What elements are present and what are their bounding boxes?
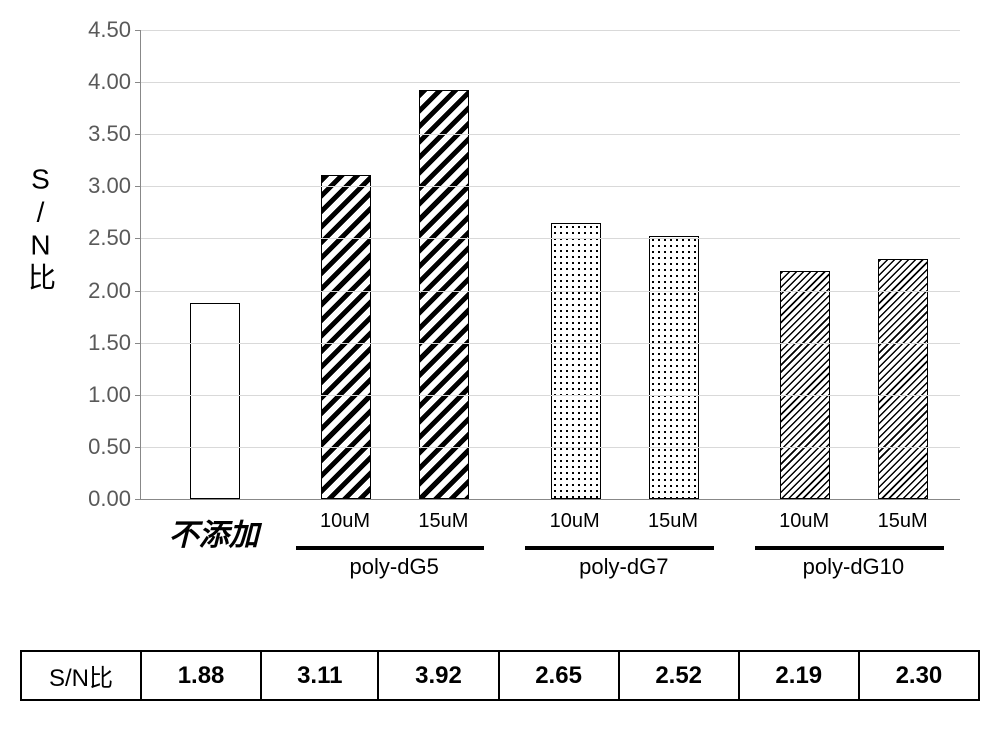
x-category-label: 不添加 xyxy=(169,510,259,554)
table-cell: 2.30 xyxy=(859,651,979,700)
group-underline xyxy=(525,546,714,550)
gridline xyxy=(141,186,960,187)
ytick-label: 1.00 xyxy=(76,382,131,408)
chart-area: S/N比 0.000.501.001.502.002.503.003.504.0… xyxy=(20,20,980,540)
ytick-label: 0.00 xyxy=(76,486,131,512)
table-row: S/N比 1.883.113.922.652.522.192.30 xyxy=(21,651,979,700)
ytick-label: 3.00 xyxy=(76,173,131,199)
bar xyxy=(649,236,699,499)
x-axis-labels: 不添加 10uM 15uM 10uM 15uM 10uM 15uM poly-dG5 poly-… xyxy=(140,510,960,640)
gridline xyxy=(141,134,960,135)
table-cell: 3.92 xyxy=(378,651,498,700)
ytick-label: 1.50 xyxy=(76,330,131,356)
bar xyxy=(780,271,830,499)
ytick-mark xyxy=(135,447,141,448)
table-cell: 2.19 xyxy=(739,651,859,700)
bar xyxy=(321,175,371,499)
ytick-label: 4.00 xyxy=(76,69,131,95)
ytick-label: 3.50 xyxy=(76,121,131,147)
gridline xyxy=(141,343,960,344)
bar xyxy=(419,90,469,499)
ytick-label: 4.50 xyxy=(76,17,131,43)
gridline xyxy=(141,82,960,83)
x-category-label: 15uM xyxy=(648,510,698,533)
ytick-mark xyxy=(135,395,141,396)
figure-container: S/N比 0.000.501.001.502.002.503.003.504.0… xyxy=(20,20,980,701)
gridline xyxy=(141,447,960,448)
table-cell: 2.65 xyxy=(499,651,619,700)
ytick-label: 0.50 xyxy=(76,434,131,460)
gridline xyxy=(141,30,960,31)
x-category-label: 15uM xyxy=(418,510,468,533)
bars-layer xyxy=(141,30,960,499)
group-label: poly-dG7 xyxy=(579,554,668,580)
table-cell: 2.52 xyxy=(619,651,739,700)
bar xyxy=(551,223,601,499)
table-cell: 1.88 xyxy=(141,651,261,700)
bar xyxy=(878,259,928,499)
ytick-label: 2.00 xyxy=(76,278,131,304)
bar xyxy=(190,303,240,499)
ytick-mark xyxy=(135,499,141,500)
ytick-mark xyxy=(135,82,141,83)
group-underline xyxy=(755,546,944,550)
ytick-mark xyxy=(135,238,141,239)
ytick-mark xyxy=(135,30,141,31)
x-category-label: 10uM xyxy=(550,510,600,533)
x-category-label: 10uM xyxy=(779,510,829,533)
group-label: poly-dG5 xyxy=(350,554,439,580)
group-label: poly-dG10 xyxy=(803,554,905,580)
gridline xyxy=(141,291,960,292)
ytick-mark xyxy=(135,134,141,135)
group-underline xyxy=(296,546,485,550)
x-category-label: 15uM xyxy=(878,510,928,533)
ytick-mark xyxy=(135,291,141,292)
y-axis-label: S/N比 xyxy=(20,164,60,293)
sn-ratio-table: S/N比 1.883.113.922.652.522.192.30 xyxy=(20,650,980,701)
x-category-label: 10uM xyxy=(320,510,370,533)
table-cell: 3.11 xyxy=(261,651,378,700)
plot-region: 0.000.501.001.502.002.503.003.504.004.50 xyxy=(140,30,960,500)
ytick-label: 2.50 xyxy=(76,225,131,251)
ytick-mark xyxy=(135,343,141,344)
gridline xyxy=(141,395,960,396)
table-row-header: S/N比 xyxy=(21,651,141,700)
ytick-mark xyxy=(135,186,141,187)
gridline xyxy=(141,238,960,239)
